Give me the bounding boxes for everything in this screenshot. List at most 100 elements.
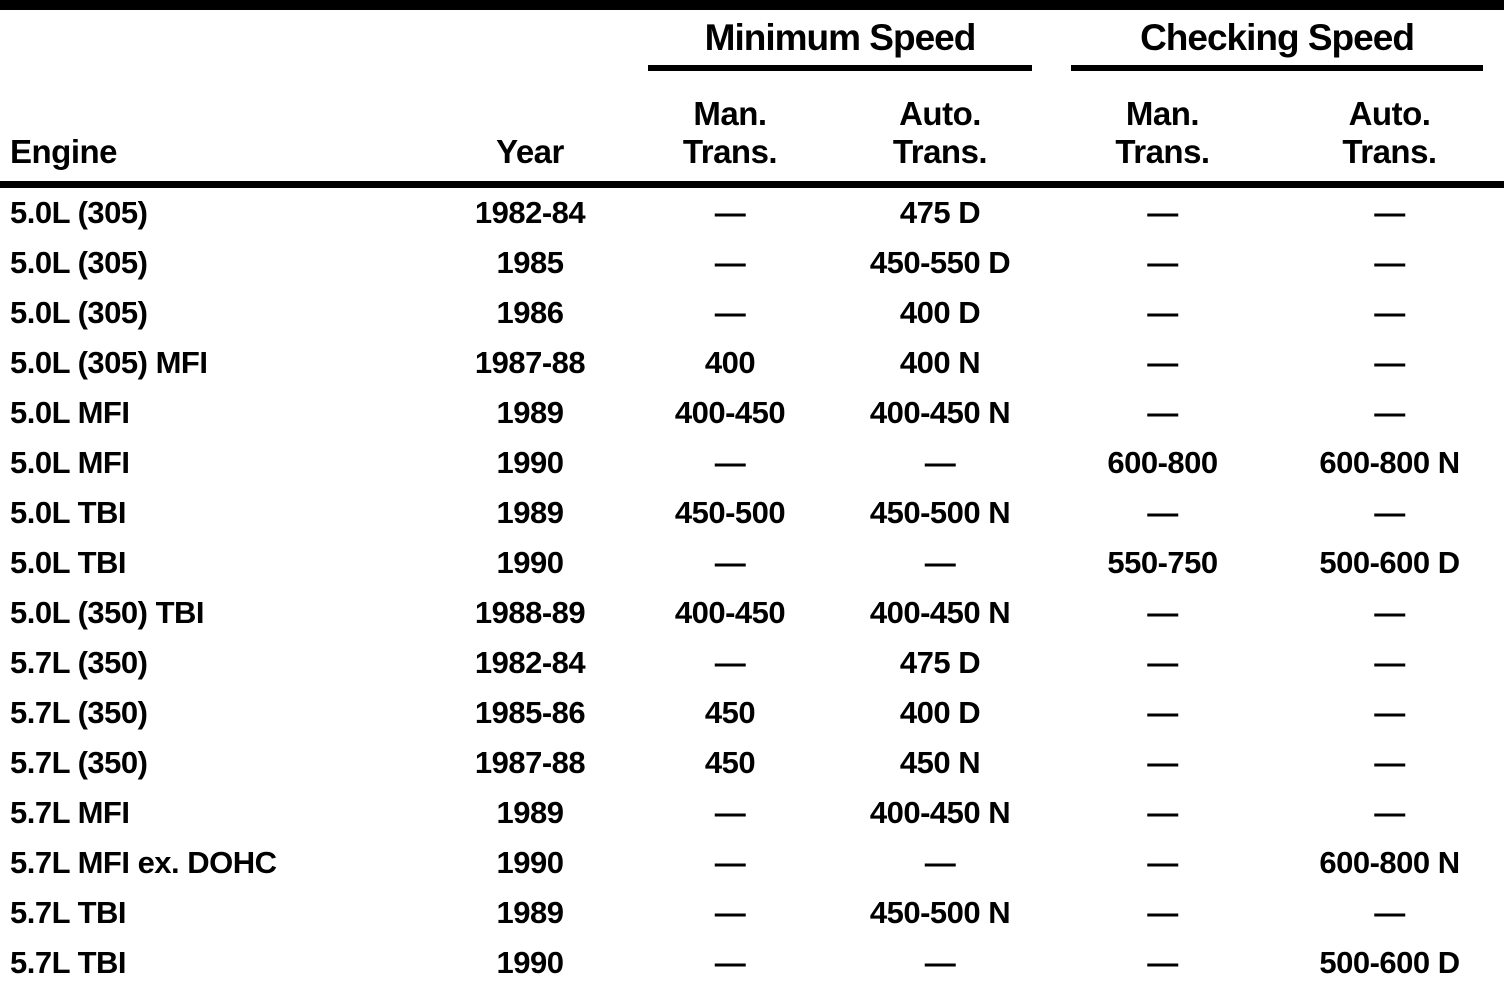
chk-man-cell: — — [1147, 345, 1178, 380]
chk-auto-cell: — — [1374, 895, 1405, 930]
min-man-cell: — — [714, 545, 746, 580]
min-auto-cell: — — [924, 845, 956, 880]
column-header-label: Year — [496, 133, 564, 170]
engine-cell: 5.0L (305) MFI — [10, 345, 208, 380]
min-auto-cell: — — [924, 445, 956, 480]
header-separator-rule — [0, 181, 1504, 188]
engine-cell: 5.0L (305) — [10, 295, 148, 330]
column-header-engine: Engine — [0, 78, 430, 181]
column-header-chk-auto-trans: Auto. Trans. — [1275, 78, 1504, 181]
chk-man-cell: 600-800 — [1107, 445, 1218, 480]
min-man-cell: 400-450 — [674, 395, 786, 430]
group-header-checking-speed: Checking Speed — [1050, 10, 1504, 78]
min-man-cell: — — [714, 295, 746, 330]
year-cell: 1989 — [496, 895, 564, 930]
chk-man-cell: — — [1147, 295, 1178, 330]
engine-cell: 5.0L TBI — [10, 495, 127, 530]
engine-cell: 5.7L MFI ex. DOHC — [10, 845, 277, 880]
column-header-chk-man-trans: Man. Trans. — [1050, 78, 1275, 181]
header-spacer — [0, 10, 630, 78]
group-label: Minimum Speed — [704, 17, 977, 58]
chk-auto-cell: — — [1374, 745, 1405, 780]
engine-cell: 5.7L (350) — [10, 745, 148, 780]
year-cell: 1989 — [496, 795, 564, 830]
min-man-cell: — — [714, 895, 746, 930]
year-cell: 1987-88 — [474, 345, 586, 380]
engine-cell: 5.0L (305) — [10, 195, 148, 230]
engine-cell: 5.0L MFI — [10, 445, 130, 480]
engine-cell: 5.7L TBI — [10, 895, 127, 930]
min-auto-cell: — — [924, 945, 956, 980]
min-man-cell: — — [714, 845, 746, 880]
min-auto-cell: 400 D — [899, 295, 981, 330]
min-man-cell: 450-500 — [674, 495, 786, 530]
chk-man-cell: — — [1147, 645, 1178, 680]
min-man-cell: — — [714, 945, 746, 980]
min-auto-cell: 400-450 N — [869, 395, 1011, 430]
min-man-cell: — — [714, 795, 746, 830]
chk-man-cell: — — [1147, 945, 1178, 980]
chk-man-cell: 550-750 — [1107, 545, 1218, 580]
chk-auto-cell: — — [1374, 795, 1405, 830]
year-cell: 1990 — [496, 845, 564, 880]
min-auto-cell: 450-500 N — [869, 895, 1011, 930]
column-header-line2: Trans. — [1115, 133, 1210, 170]
group-header-minimum-speed: Minimum Speed — [630, 10, 1050, 78]
chk-man-cell: — — [1147, 795, 1178, 830]
column-header-line2: Trans. — [682, 133, 778, 170]
min-auto-cell: 475 D — [899, 645, 981, 680]
min-man-cell: — — [714, 245, 746, 280]
spec-table: Minimum Speed Checking Speed Engine Year… — [0, 10, 1504, 988]
chk-man-cell: — — [1147, 495, 1178, 530]
column-header-line2: Trans. — [892, 133, 988, 170]
chk-auto-cell: 500-600 D — [1319, 545, 1460, 580]
chk-auto-cell: — — [1374, 645, 1405, 680]
min-auto-cell: — — [924, 545, 956, 580]
year-cell: 1986 — [496, 295, 564, 330]
chk-man-cell: — — [1147, 845, 1178, 880]
engine-cell: 5.7L (350) — [10, 645, 148, 680]
year-cell: 1989 — [496, 395, 564, 430]
chk-man-cell: — — [1147, 195, 1178, 230]
chk-auto-cell: — — [1374, 195, 1405, 230]
min-auto-cell: 450-550 D — [869, 245, 1011, 280]
year-cell: 1990 — [496, 445, 564, 480]
chk-man-cell: — — [1147, 245, 1178, 280]
min-man-cell: 450 — [704, 695, 756, 730]
chk-auto-cell: — — [1374, 345, 1405, 380]
chk-auto-cell: 500-600 D — [1319, 945, 1460, 980]
page-top-rule — [0, 0, 1504, 10]
column-header-line2: Trans. — [1342, 133, 1437, 170]
column-header-line1: Man. — [1125, 95, 1200, 132]
min-auto-cell: 400 N — [899, 345, 981, 380]
column-header-label: Engine — [10, 133, 118, 170]
group-underline-rule — [1071, 65, 1483, 71]
chk-auto-cell: — — [1374, 295, 1405, 330]
engine-cell: 5.7L MFI — [10, 795, 130, 830]
year-cell: 1988-89 — [474, 595, 586, 630]
engine-cell: 5.0L MFI — [10, 395, 130, 430]
year-cell: 1985-86 — [474, 695, 586, 730]
min-man-cell: — — [714, 645, 746, 680]
column-header-line1: Auto. — [899, 95, 981, 132]
engine-cell: 5.0L (350) TBI — [10, 595, 205, 630]
chk-man-cell: — — [1147, 595, 1178, 630]
min-auto-cell: 400-450 N — [869, 595, 1011, 630]
min-man-cell: 400-450 — [674, 595, 786, 630]
column-header-year: Year — [430, 78, 630, 181]
chk-auto-cell: 600-800 N — [1319, 845, 1460, 880]
chk-man-cell: — — [1147, 895, 1178, 930]
year-cell: 1982-84 — [474, 645, 586, 680]
min-auto-cell: 475 D — [899, 195, 981, 230]
year-cell: 1989 — [496, 495, 564, 530]
min-auto-cell: 400 D — [899, 695, 981, 730]
year-cell: 1987-88 — [474, 745, 586, 780]
column-header-min-man-trans: Man. Trans. — [630, 78, 830, 181]
min-auto-cell: 450-500 N — [869, 495, 1011, 530]
chk-man-cell: — — [1147, 395, 1178, 430]
min-man-cell: — — [714, 445, 746, 480]
year-cell: 1985 — [496, 245, 564, 280]
engine-cell: 5.7L TBI — [10, 945, 127, 980]
column-header-min-auto-trans: Auto. Trans. — [830, 78, 1050, 181]
